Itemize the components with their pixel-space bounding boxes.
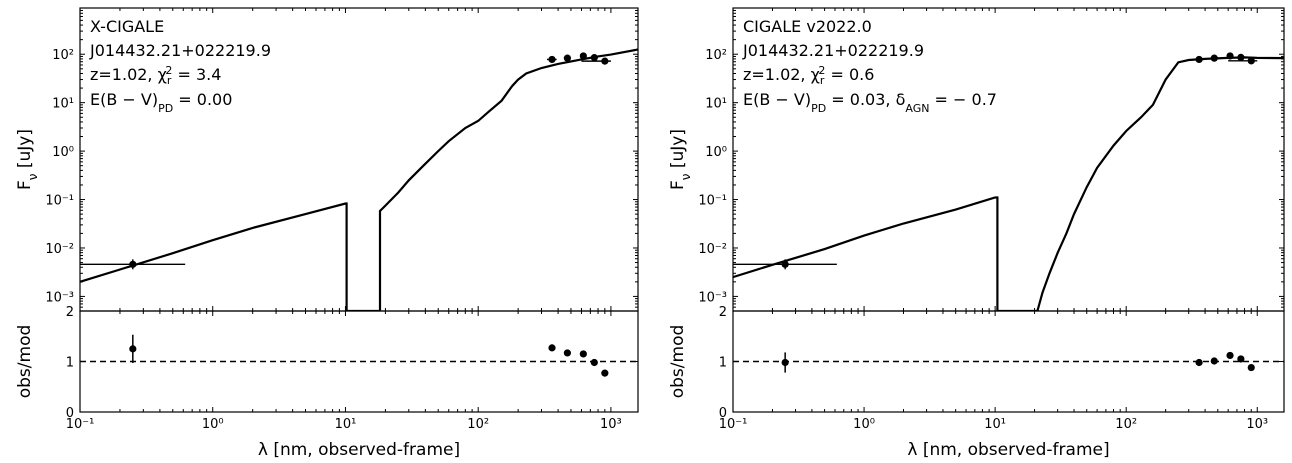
y-tick-label: 10¹ bbox=[52, 97, 74, 112]
x-tick-label: 10¹ bbox=[984, 417, 1006, 432]
annotation-source: J014432.21+022219.9 bbox=[742, 41, 924, 60]
observed-point bbox=[563, 54, 571, 62]
y-tick-label: 10² bbox=[705, 48, 727, 63]
y-tick-label: 1 bbox=[66, 356, 74, 371]
y-tick-label: 1 bbox=[719, 356, 727, 371]
observed-point bbox=[579, 52, 587, 60]
x-tick-label: 10³ bbox=[600, 417, 622, 432]
x-tick-label: 10¹ bbox=[335, 417, 357, 432]
observed-point bbox=[1195, 55, 1203, 64]
model-sed-line bbox=[733, 56, 1284, 311]
annotation-fit: z=1.02, χr2 = 3.4 bbox=[90, 64, 221, 87]
residual-point bbox=[1247, 363, 1255, 372]
residual-point bbox=[129, 345, 137, 353]
annotation-fit: z=1.02, χr2 = 0.6 bbox=[743, 64, 874, 87]
annotation-extra: E(B − V)PD = 0.03, δAGN = − 0.7 bbox=[743, 90, 997, 115]
annotation-extra: E(B − V)PD = 0.00 bbox=[90, 90, 232, 115]
residual-point bbox=[1237, 355, 1245, 363]
x-tick-label: 10⁰ bbox=[202, 417, 224, 432]
y-axis-label-top: Fν [uJy] bbox=[668, 129, 693, 190]
observed-point bbox=[1226, 52, 1234, 60]
x-tick-label: 10² bbox=[467, 417, 489, 432]
y-tick-label: 10⁻¹ bbox=[698, 194, 727, 209]
observed-point bbox=[781, 260, 789, 268]
y-tick-label: 10² bbox=[52, 48, 74, 63]
x-tick-label: 10⁰ bbox=[853, 417, 875, 432]
y-tick-label: 10⁻³ bbox=[698, 290, 727, 305]
right-panel: 10⁻¹ 10⁰ 10¹ 10² 10³ 10⁻³ 10⁻² 10⁻¹ 10⁰ 10¹ 10² 0 1 2… bbox=[668, 7, 1285, 460]
model-sed-line bbox=[80, 48, 638, 311]
y-axis-label-bottom: obs/mod bbox=[15, 325, 35, 399]
residual-point bbox=[601, 369, 609, 377]
y-tick-label: 10¹ bbox=[705, 97, 727, 112]
observed-point bbox=[129, 260, 137, 268]
y-axis-label-bottom: obs/mod bbox=[668, 325, 688, 399]
x-tick-label: 10² bbox=[1115, 417, 1137, 432]
observed-point bbox=[1247, 57, 1255, 65]
residual-point bbox=[1195, 358, 1203, 367]
y-tick-label: 10⁻² bbox=[45, 242, 74, 257]
y-tick-label: 10⁻¹ bbox=[45, 194, 74, 209]
y-tick-label: 2 bbox=[66, 305, 74, 320]
residual-point bbox=[563, 349, 571, 357]
residual-point bbox=[1210, 357, 1218, 365]
observed-point bbox=[590, 54, 598, 62]
observed-point bbox=[601, 57, 609, 65]
annotation-source: J014432.21+022219.9 bbox=[89, 41, 271, 60]
x-axis-label: λ [nm, observed-frame] bbox=[907, 440, 1109, 460]
left-panel: 10⁻¹ 10⁰ 10¹ 10² 10³ 10⁻³ 10⁻² 10⁻¹ 10⁰ 10¹ 10² 0 1 2… bbox=[15, 7, 639, 460]
x-tick-label: 10⁻¹ bbox=[66, 417, 95, 432]
residual-point bbox=[590, 358, 598, 367]
residual-point bbox=[781, 358, 789, 367]
x-tick-label: 10³ bbox=[1246, 417, 1268, 432]
residual-point bbox=[579, 350, 587, 358]
annotation-code: X-CIGALE bbox=[90, 17, 164, 36]
y-tick-label: 0 bbox=[66, 406, 74, 421]
y-axis-label-top: Fν [uJy] bbox=[15, 129, 40, 190]
observed-point bbox=[1210, 54, 1218, 62]
residual-point bbox=[548, 344, 556, 352]
y-tick-label: 0 bbox=[719, 406, 727, 421]
y-tick-label: 10⁰ bbox=[705, 145, 727, 160]
y-tick-label: 10⁻³ bbox=[45, 290, 74, 305]
residual-point bbox=[1226, 351, 1234, 360]
observed-point bbox=[1237, 53, 1245, 61]
annotation-code: CIGALE v2022.0 bbox=[743, 17, 872, 36]
y-tick-label: 10⁻² bbox=[698, 242, 727, 257]
observed-point bbox=[548, 55, 556, 64]
y-tick-label: 2 bbox=[719, 305, 727, 320]
x-tick-label: 10⁻¹ bbox=[719, 417, 748, 432]
y-tick-label: 10⁰ bbox=[52, 145, 74, 160]
x-axis-label: λ [nm, observed-frame] bbox=[258, 440, 460, 460]
